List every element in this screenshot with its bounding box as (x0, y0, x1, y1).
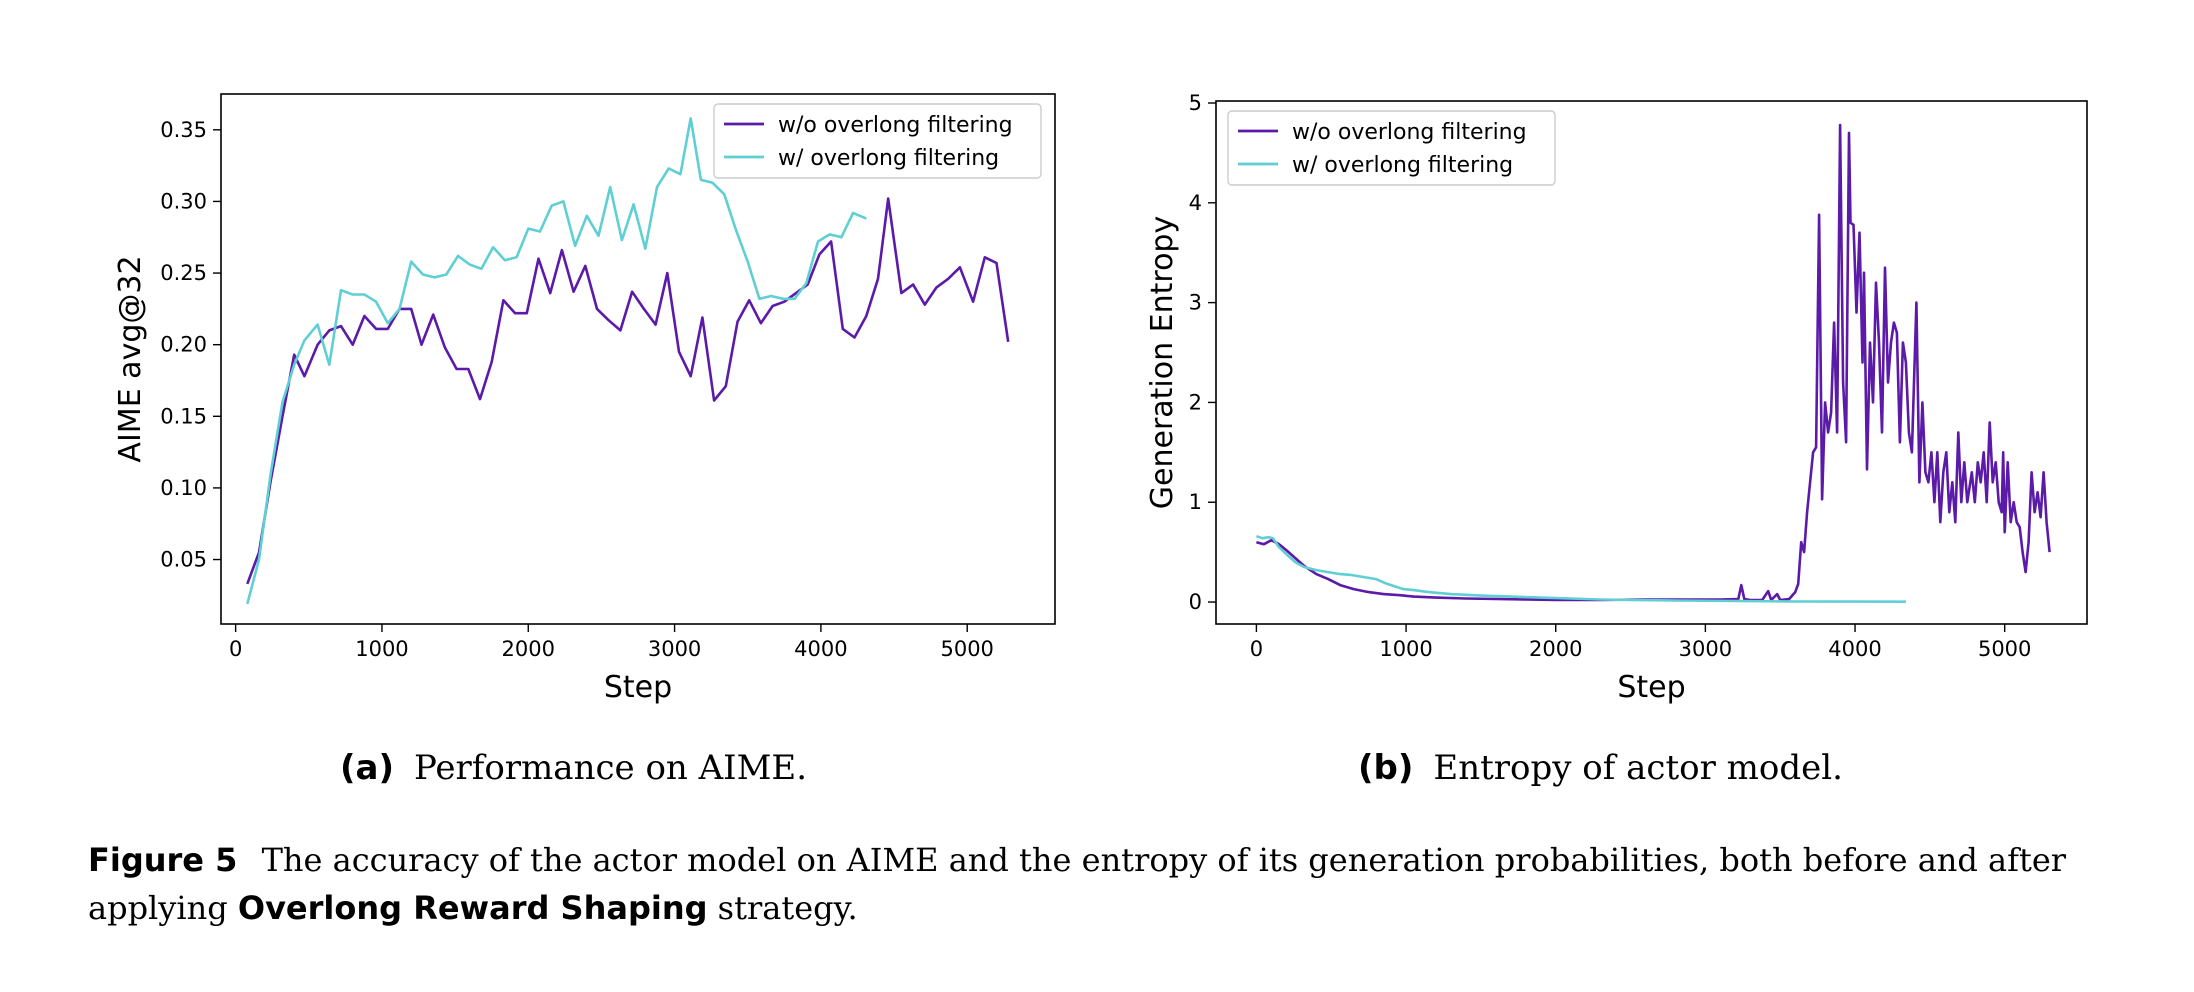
y-tick-label: 2 (1189, 390, 1202, 414)
y-tick-label: 0.10 (160, 476, 207, 500)
y-tick-label: 0 (1189, 590, 1202, 614)
legend: w/o overlong filtering w/ overlong filter… (713, 103, 1042, 179)
x-tick-label: 1000 (355, 637, 408, 661)
x-tick-label: 4000 (1828, 637, 1881, 661)
subcaption-b-text: Entropy of actor model. (1433, 748, 1843, 788)
plot-frame (220, 93, 1056, 625)
series-line-with-filtering (1255, 534, 1906, 603)
y-tick-label: 0.05 (160, 548, 207, 572)
subcaption-a: (a) Performance on AIME. (340, 748, 807, 788)
series-line-with-filtering (246, 117, 867, 605)
y-axis-label: AIME avg@32 (113, 255, 148, 462)
legend: w/o overlong filtering w/ overlong filter… (1227, 110, 1556, 186)
series-line-without-filtering (1256, 123, 2051, 602)
y-tick-label: 3 (1189, 291, 1202, 315)
x-tick-label: 3000 (1679, 637, 1732, 661)
legend-entry: w/o overlong filtering (1292, 120, 1527, 145)
legend-box (713, 103, 1042, 179)
x-tick-label: 4000 (794, 637, 847, 661)
x-tick-label: 3000 (648, 637, 701, 661)
series-line-without-filtering (246, 197, 1010, 585)
x-axis-label: Step (604, 670, 672, 705)
chart-aime-performance: 0 1000 2000 3000 4000 5000 0.05 0.10 0.15 0.20 0.2… (113, 93, 1056, 705)
y-tick-label: 0.30 (160, 189, 207, 213)
y-tick-label: 0.35 (160, 118, 207, 142)
subcaption-b: (b) Entropy of actor model. (1358, 748, 1843, 788)
subcaption-a-tag: (a) (340, 748, 395, 788)
y-tick-label: 0.25 (160, 261, 207, 285)
y-tick-label: 5 (1189, 91, 1202, 115)
chart-generation-entropy: 0 1000 2000 3000 4000 5000 0 1 2 3 4 5 Step Generatio… (1145, 91, 2088, 705)
y-axis-label: Generation Entropy (1145, 216, 1180, 509)
x-tick-label: 2000 (1529, 637, 1582, 661)
x-tick-label: 5000 (940, 637, 993, 661)
caption-strong-term: Overlong Reward Shaping (237, 889, 708, 927)
caption-label: Figure 5 (88, 841, 238, 879)
y-tick-label: 0.20 (160, 333, 207, 357)
legend-entry: w/o overlong filtering (778, 113, 1013, 138)
x-tick-label: 1000 (1379, 637, 1432, 661)
figure-caption: Figure 5 The accuracy of the actor model… (88, 836, 2128, 932)
subcaption-b-tag: (b) (1358, 748, 1414, 788)
legend-box (1227, 110, 1556, 186)
caption-text-end: strategy. (717, 889, 858, 927)
x-tick-label: 5000 (1978, 637, 2031, 661)
y-tick-label: 0.15 (160, 404, 207, 428)
legend-entry: w/ overlong filtering (778, 146, 999, 171)
y-tick-label: 1 (1189, 490, 1202, 514)
plot-frame (1215, 100, 2088, 625)
x-tick-label: 0 (229, 637, 242, 661)
x-tick-label: 0 (1250, 637, 1263, 661)
subcaption-a-text: Performance on AIME. (414, 748, 808, 788)
legend-entry: w/ overlong filtering (1292, 153, 1513, 178)
x-axis-label: Step (1617, 670, 1685, 705)
caption-text: The accuracy of the actor model on AIME … (88, 841, 2067, 927)
x-tick-label: 2000 (502, 637, 555, 661)
y-tick-label: 4 (1189, 191, 1202, 215)
